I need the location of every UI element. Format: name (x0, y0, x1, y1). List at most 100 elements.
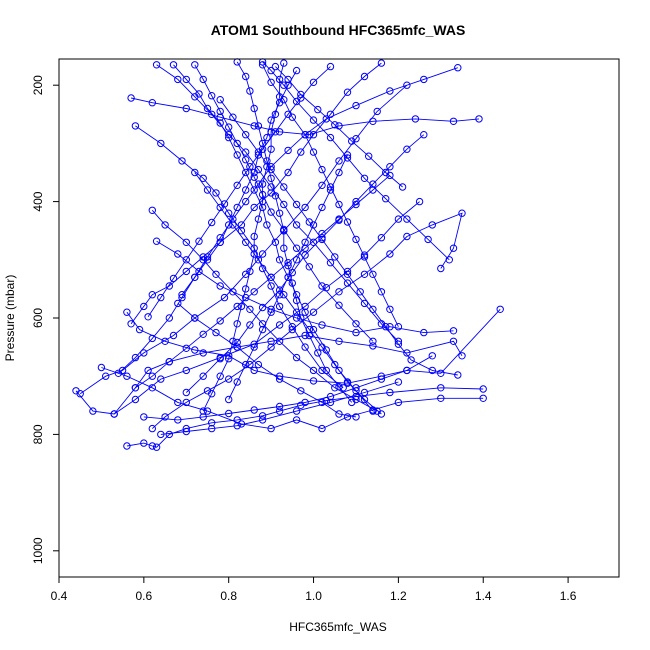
data-point (140, 413, 148, 421)
data-point (131, 122, 140, 130)
data-point (182, 104, 191, 113)
data-point (165, 358, 174, 366)
data-point (280, 244, 288, 252)
data-point (479, 394, 487, 402)
data-point (216, 96, 224, 104)
data-point (275, 302, 284, 311)
data-point (250, 232, 258, 241)
data-point (267, 128, 275, 136)
data-point (208, 218, 216, 227)
data-point (445, 256, 453, 264)
data-point (398, 183, 407, 191)
data-point (360, 270, 369, 278)
data-point (237, 221, 246, 229)
data-point (305, 331, 313, 340)
data-point (292, 200, 301, 209)
y-tick-label: 400 (31, 191, 45, 211)
data-point (203, 253, 212, 261)
series-19 (157, 378, 403, 439)
data-point (458, 352, 466, 360)
data-point (335, 366, 343, 375)
data-point (275, 407, 284, 415)
series-line (202, 62, 285, 412)
data-point (225, 209, 233, 217)
data-point (403, 81, 411, 89)
data-point (165, 430, 174, 439)
data-point (246, 163, 254, 171)
data-point (258, 61, 267, 69)
series-line (101, 367, 484, 430)
data-point (318, 181, 326, 190)
data-point (148, 291, 157, 299)
data-point (242, 238, 250, 247)
data-point (182, 75, 191, 84)
data-point (356, 288, 364, 296)
data-point (174, 250, 182, 258)
series-14 (178, 66, 301, 299)
data-point (301, 131, 309, 139)
data-point (254, 360, 263, 369)
data-point (267, 208, 275, 216)
data-point (348, 398, 356, 407)
data-point (318, 235, 326, 244)
data-point (394, 398, 403, 407)
series-3 (76, 81, 411, 398)
data-point (148, 334, 157, 343)
y-tick-label: 600 (31, 308, 45, 328)
data-point (360, 253, 369, 261)
data-point (258, 325, 267, 334)
y-tick-label: 800 (31, 424, 45, 444)
data-point (263, 133, 271, 142)
data-point (250, 406, 258, 414)
series-28 (216, 96, 462, 379)
data-point (229, 221, 237, 229)
data-point (335, 383, 343, 391)
y-axis-label: Pressure (mbar) (3, 275, 17, 362)
data-point (144, 366, 152, 375)
series-line (194, 172, 382, 415)
data-point (343, 88, 352, 96)
data-point (275, 209, 284, 217)
data-point (182, 398, 191, 407)
data-point (275, 75, 284, 84)
series-line (135, 175, 391, 389)
data-point (326, 259, 335, 267)
data-point (292, 291, 301, 299)
data-point (301, 343, 309, 351)
series-22 (182, 131, 428, 397)
data-point (284, 168, 292, 177)
data-point (208, 419, 216, 427)
data-point (377, 234, 386, 242)
data-point (242, 285, 250, 293)
data-point (148, 442, 157, 450)
data-point (233, 139, 241, 148)
data-point (208, 424, 216, 433)
data-point (267, 78, 275, 87)
data-point (292, 416, 301, 424)
data-point (377, 375, 386, 383)
series-29 (140, 352, 436, 424)
series-13 (169, 61, 377, 415)
data-point (309, 116, 318, 124)
data-point (331, 253, 339, 261)
data-point (152, 61, 161, 69)
series-5 (110, 331, 466, 418)
data-point (178, 157, 186, 165)
data-point (127, 320, 135, 328)
x-tick-label: 1.0 (305, 589, 322, 603)
data-point (437, 394, 445, 402)
data-point (369, 305, 377, 313)
data-point (182, 344, 191, 352)
data-point (335, 301, 343, 309)
data-point (343, 154, 352, 162)
data-point (386, 323, 394, 331)
data-point (233, 343, 241, 351)
data-point (318, 203, 326, 212)
data-point (275, 321, 284, 329)
data-point (165, 314, 174, 322)
data-point (292, 314, 301, 322)
data-point (250, 366, 258, 375)
data-point (352, 101, 360, 110)
data-point (280, 227, 288, 235)
